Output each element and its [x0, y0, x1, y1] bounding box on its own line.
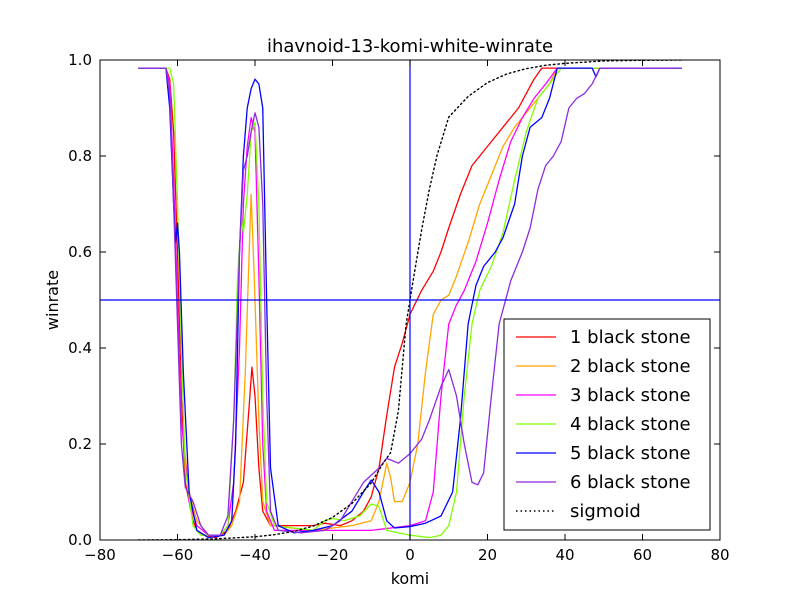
x-axis-title: komi	[391, 569, 430, 588]
x-tick-label: 40	[555, 546, 574, 564]
y-tick-label: 0.4	[68, 339, 92, 357]
legend-label: 5 black stone	[570, 443, 691, 464]
series-layer	[138, 60, 682, 540]
legend-label: 2 black stone	[570, 356, 691, 377]
axis-ticks: −80 −60 −40 −20 0 20 40 60 80 0.0 0.2 0.4 0.6 0.8 1.0	[68, 51, 729, 564]
x-tick-label: 20	[478, 546, 497, 564]
chart-title: ihavnoid-13-komi-white-winrate	[267, 36, 553, 57]
x-tick-label: −80	[84, 546, 116, 564]
x-tick-label: 0	[405, 546, 415, 564]
legend-label: 1 black stone	[570, 327, 691, 348]
legend-label: 6 black stone	[570, 472, 691, 493]
x-tick-label: 60	[633, 546, 652, 564]
y-tick-label: 0.8	[68, 147, 92, 165]
series-line-1-black-stone	[138, 67, 682, 539]
legend-label: 4 black stone	[570, 414, 691, 435]
series-line-sigmoid	[138, 60, 682, 540]
reference-lines	[100, 60, 720, 540]
x-tick-label: 80	[710, 546, 729, 564]
y-tick-label: 1.0	[68, 51, 92, 69]
y-tick-label: 0.2	[68, 435, 92, 453]
y-tick-label: 0.6	[68, 243, 92, 261]
y-axis-title: winrate	[43, 270, 62, 330]
x-tick-label: −20	[317, 546, 349, 564]
legend-label: 3 black stone	[570, 385, 691, 406]
x-tick-label: −60	[162, 546, 194, 564]
legend: 1 black stone 2 black stone 3 black stone 4…	[503, 318, 711, 531]
legend-label: sigmoid	[570, 501, 641, 522]
x-tick-label: −40	[239, 546, 271, 564]
y-tick-label: 0.0	[68, 531, 92, 549]
series-line-6-black-stone	[138, 67, 682, 536]
